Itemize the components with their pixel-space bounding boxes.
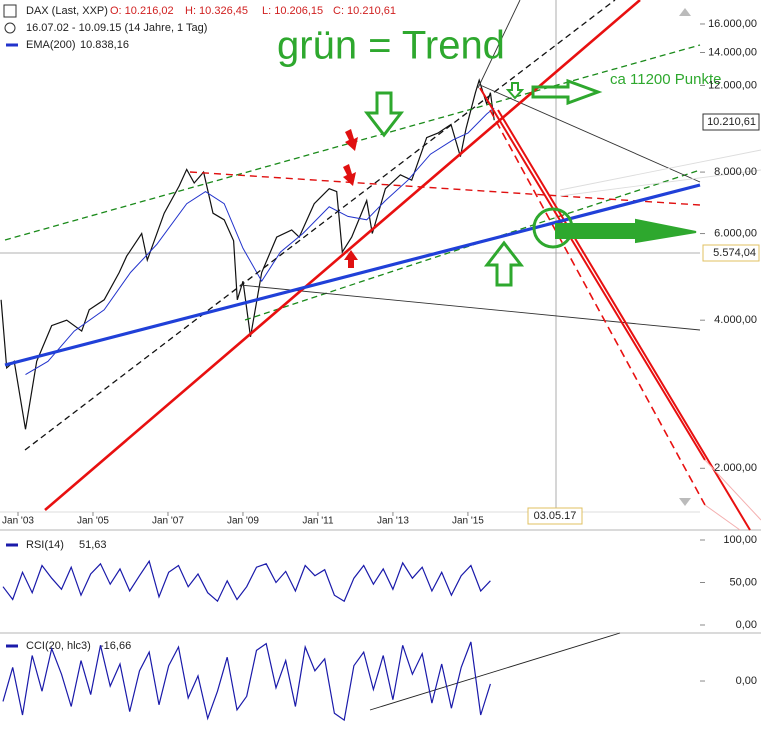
trend-lines bbox=[4, 0, 761, 711]
y-tick-label: 14.000,00 bbox=[708, 46, 757, 58]
date-label: 03.05.17 bbox=[534, 510, 577, 522]
trend-line bbox=[24, 0, 616, 451]
y-tick-label: 0,00 bbox=[736, 675, 757, 687]
legend-value: 10.838,16 bbox=[80, 39, 129, 51]
y-tick-label: 8.000,00 bbox=[714, 166, 757, 178]
ohlc-high: H: 10.326,45 bbox=[185, 5, 248, 17]
trend-line bbox=[489, 109, 706, 506]
legend-label: EMA(200) bbox=[26, 39, 76, 51]
chart-subtitle: 16.07.02 - 10.09.15 (14 Jahre, 1 Tag) bbox=[26, 22, 207, 34]
x-tick-label: Jan '03 bbox=[2, 516, 34, 527]
arrows bbox=[343, 78, 697, 287]
series-line bbox=[25, 107, 495, 376]
legend-value: 51,63 bbox=[79, 539, 107, 551]
trend-line bbox=[704, 459, 761, 521]
x-tick-label: Jan '09 bbox=[227, 516, 259, 527]
y-tick-label: 50,00 bbox=[729, 576, 757, 588]
y-tick-label: 12.000,00 bbox=[708, 79, 757, 91]
arrow-red bbox=[343, 164, 356, 186]
annotation: grün = Trend bbox=[277, 24, 505, 68]
price-label-box bbox=[702, 113, 760, 131]
icon bbox=[3, 4, 17, 18]
annotation: ca 11200 Punkte bbox=[610, 71, 721, 88]
y-tick-label: 100,00 bbox=[723, 534, 757, 546]
x-tick-label: Jan '11 bbox=[302, 516, 334, 527]
chart-title: DAX (Last, XXP) bbox=[26, 5, 108, 17]
trend-line bbox=[704, 504, 741, 531]
series-line bbox=[0, 78, 495, 430]
trend-line bbox=[559, 169, 761, 197]
y-tick-label: 6.000,00 bbox=[714, 227, 757, 239]
trend-line bbox=[4, 183, 701, 367]
y-tick-label: 0,00 bbox=[736, 619, 757, 631]
series-line bbox=[2, 559, 491, 603]
trend-line bbox=[477, 0, 521, 89]
x-tick-label: Jan '13 bbox=[377, 516, 409, 527]
trend-line bbox=[479, 87, 706, 461]
date-label-box bbox=[527, 507, 583, 525]
legend-label: RSI(14) bbox=[26, 539, 64, 551]
ohlc-low: L: 10.206,15 bbox=[262, 5, 323, 17]
ohlc-close: C: 10.210,61 bbox=[333, 5, 396, 17]
trend-line bbox=[369, 632, 621, 711]
icon bbox=[4, 22, 16, 34]
trend-line bbox=[559, 149, 761, 191]
arrow-red bbox=[344, 250, 358, 268]
arrow-right bbox=[555, 218, 697, 244]
arrow-down bbox=[505, 82, 525, 100]
y-tick-label: 16.000,00 bbox=[708, 18, 757, 30]
scroll-down[interactable] bbox=[679, 498, 691, 506]
y-tick-label: 2.000,00 bbox=[714, 462, 757, 474]
trend-line bbox=[239, 284, 701, 331]
price-label-box bbox=[702, 244, 760, 262]
scroll-up[interactable] bbox=[679, 8, 691, 16]
arrow-red bbox=[345, 129, 358, 151]
trend-line bbox=[44, 0, 641, 511]
x-tick-label: Jan '07 bbox=[152, 516, 184, 527]
series-line bbox=[2, 641, 491, 722]
legend-value: -16,66 bbox=[100, 640, 131, 652]
trend-line bbox=[479, 84, 701, 183]
trend-line bbox=[189, 171, 701, 206]
price-label: 5.574,04 bbox=[713, 247, 756, 259]
price-label: 10.210,61 bbox=[707, 116, 756, 128]
legend-label: CCI(20, hlc3) bbox=[26, 640, 91, 652]
ohlc-open: O: 10.216,02 bbox=[110, 5, 174, 17]
arrow-right bbox=[531, 78, 603, 106]
x-tick-label: Jan '15 bbox=[452, 516, 484, 527]
x-tick-label: Jan '05 bbox=[77, 516, 109, 527]
trend-line bbox=[497, 109, 751, 531]
y-tick-label: 4.000,00 bbox=[714, 314, 757, 326]
arrow-down bbox=[363, 91, 405, 138]
arrow-up bbox=[483, 240, 525, 287]
